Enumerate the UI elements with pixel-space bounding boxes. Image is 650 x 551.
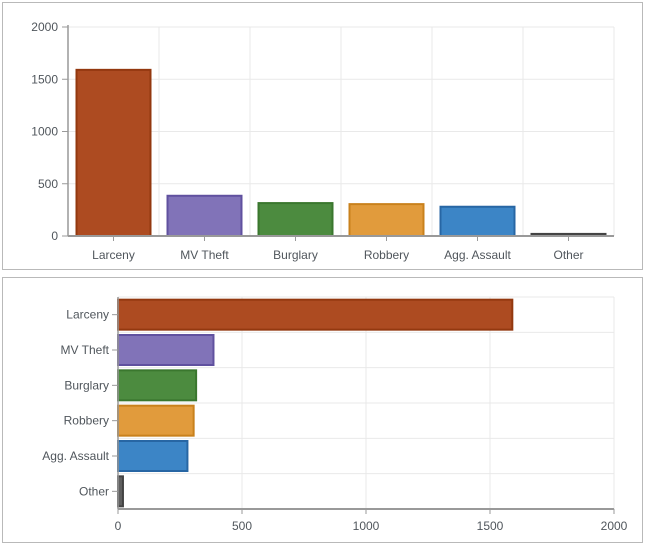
value-tick-label: 1500 xyxy=(31,72,58,86)
bar-agg-assault xyxy=(439,205,516,238)
bar-agg-assault xyxy=(117,440,189,472)
category-label-mv-theft: MV Theft xyxy=(180,248,229,262)
bar-mv-theft xyxy=(117,334,215,366)
bar-robbery xyxy=(348,203,425,238)
category-label-mv-theft: MV Theft xyxy=(61,343,110,357)
chart-panel-horizontal: 0 500 1000 1500 2000 Larceny MV Theft Burglary R… xyxy=(2,277,643,543)
category-label-other: Other xyxy=(553,248,583,262)
value-tick-label: 2000 xyxy=(601,519,628,533)
vertical-bar-chart: 0 500 1000 1500 2000 Larceny MV Theft Burglary R… xyxy=(31,20,615,262)
bar-burglary xyxy=(257,202,334,238)
value-tick-label: 0 xyxy=(51,229,58,243)
value-tick-label: 500 xyxy=(232,519,252,533)
category-label-other: Other xyxy=(79,484,109,498)
horizontal-bar-chart: 0 500 1000 1500 2000 Larceny MV Theft Burglary R… xyxy=(42,296,628,533)
bar-robbery xyxy=(117,404,195,437)
value-tick-label: 1000 xyxy=(31,125,58,139)
bar-larceny xyxy=(117,298,514,331)
category-label-burglary: Burglary xyxy=(64,378,109,392)
category-label-agg-assault: Agg. Assault xyxy=(444,248,511,262)
bar-larceny xyxy=(75,68,152,237)
value-tick-label: 2000 xyxy=(31,20,58,34)
bar-mv-theft xyxy=(166,194,243,237)
category-label-robbery: Robbery xyxy=(364,248,409,262)
value-tick-label: 1500 xyxy=(477,519,504,533)
category-label-larceny: Larceny xyxy=(92,248,135,262)
bar-burglary xyxy=(117,369,198,402)
value-tick-label: 1000 xyxy=(353,519,380,533)
category-label-larceny: Larceny xyxy=(66,308,109,322)
chart-panel-vertical: 0 500 1000 1500 2000 Larceny MV Theft Burglary R… xyxy=(2,2,643,270)
category-label-burglary: Burglary xyxy=(273,248,318,262)
value-tick-label: 0 xyxy=(115,519,122,533)
category-label-agg-assault: Agg. Assault xyxy=(42,449,109,463)
category-label-robbery: Robbery xyxy=(64,414,109,428)
value-tick-label: 500 xyxy=(38,177,58,191)
